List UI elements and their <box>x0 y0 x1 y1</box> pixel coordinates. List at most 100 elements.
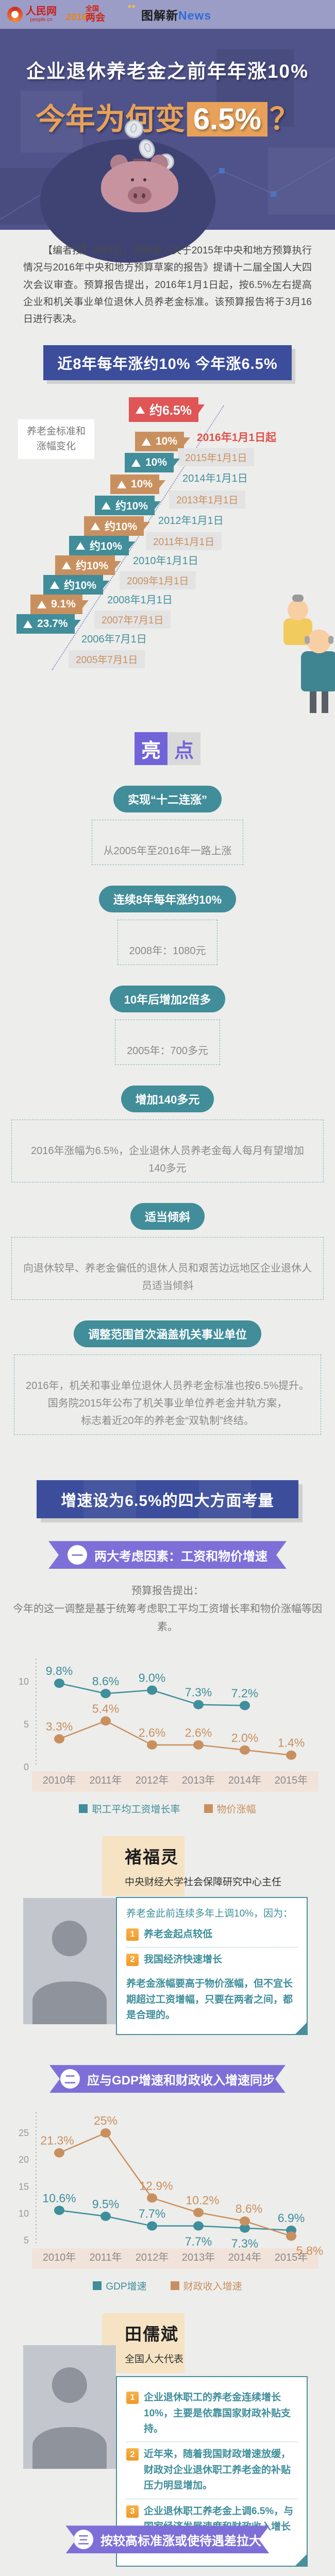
effective-date-label: 2012年1月1日 <box>158 515 224 527</box>
up-triangle-icon <box>23 620 32 628</box>
increase-callout: 约6.5% <box>129 397 205 422</box>
highlight-description: 2005年：700多元2015年：2200多元 <box>115 1020 220 1065</box>
point-text: 近年来，随着我国财政增速放缓，财政对企业退休职工养老金的补贴压力明显增加。 <box>144 2449 291 2492</box>
legend-label: 物价涨幅 <box>216 1804 256 1816</box>
point-number-badge: 3 <box>126 2505 139 2518</box>
up-triangle-icon <box>37 600 46 608</box>
increase-value: 9.1% <box>51 598 76 611</box>
stairs-row: 1080元 约10% 2008年1月1日 <box>0 575 335 606</box>
legend-swatch <box>170 2281 179 2291</box>
stairs-row: 1531元 约10% 2011年1月1日 <box>0 516 335 551</box>
chart2-legend: GDP增速 财政收入增速 <box>0 2279 335 2293</box>
point-text: 养老金起点较低 <box>144 1928 213 1940</box>
svg-text:2014年: 2014年 <box>228 1774 262 1786</box>
svg-text:5.4%: 5.4% <box>92 1702 119 1716</box>
quote-points: 1 企业退休职工的养老金连续增长10%，主要是依靠国家财政补贴支持。 2 近年来… <box>126 2385 297 2555</box>
ribbon-title: 应与GDP增速和财政收入增速同步 <box>87 2073 275 2088</box>
rate-badge: 6.5% <box>187 102 268 137</box>
svg-text:5: 5 <box>24 1719 29 1730</box>
increase-value: 约10% <box>76 560 109 572</box>
stars-icon: ★★ <box>127 4 136 10</box>
up-triangle-icon <box>131 459 141 467</box>
expert-card-chu-fuling: 褚福灵 中央财经大学社会保障研究中心主任 养老金此前连续多年上调10%，因为： … <box>0 1836 335 2042</box>
increase-callout: 约10% <box>84 516 150 536</box>
expert-title: 全国人大代表 <box>125 2354 184 2365</box>
increase-value: 10% <box>131 478 153 490</box>
svg-text:2013年: 2013年 <box>182 1774 215 1786</box>
up-triangle-icon <box>117 480 126 488</box>
highlight-item: 10年后增加2倍多 2005年：700多元2015年：2200多元 <box>0 986 335 1065</box>
quote-point: 1 企业退休职工的养老金连续增长10%，主要是依靠国家财政补贴支持。 <box>126 2385 297 2442</box>
coin-slot <box>133 159 146 161</box>
increase-value: 10% <box>156 435 178 448</box>
expert-info: 田儒斌 全国人大代表 <box>125 2320 315 2365</box>
stairs-row: 约10% 2009年1月1日 <box>0 555 335 590</box>
svg-text:8.6%: 8.6% <box>92 1674 119 1688</box>
page-title-line2-prefix: 今年为何变 <box>35 103 185 136</box>
editor-note: 【编者按】3月5日，财政部《关于2015年中央和地方预算执行情况与2016年中央… <box>23 245 312 325</box>
effective-date-label: 2016年1月1日起 <box>197 432 277 444</box>
legend-swatch <box>204 1804 213 1814</box>
effective-date-label: 2009年1月1日 <box>120 571 196 590</box>
increase-callout: 9.1% <box>30 595 89 615</box>
ribbon-number: 三 <box>74 2530 93 2549</box>
svg-text:2010年: 2010年 <box>43 2251 76 2263</box>
increase-callout: 10% <box>135 432 191 452</box>
increase-callout: 23.7% <box>16 614 81 634</box>
note-line1: 预算报告提出： <box>131 1585 204 1597</box>
svg-text:9.5%: 9.5% <box>92 2197 119 2211</box>
effective-date-label: 2015年1月1日 <box>178 448 255 467</box>
hero-section: 企业退休养老金之前年年涨10% 今年为何变 6.5%？ <box>0 29 335 263</box>
legend-item: GDP增速 <box>93 2279 147 2293</box>
svg-text:20: 20 <box>19 2155 29 2165</box>
increase-value: 23.7% <box>37 618 68 630</box>
expert-card-zhu-junsheng: 朱俊生 首都经贸大学劳动与社会保障系主任 1 目前已经完成制度上的并轨，但机关事… <box>0 2574 335 2576</box>
svg-text:7.7%: 7.7% <box>139 2207 165 2221</box>
svg-text:7.2%: 7.2% <box>231 1687 258 1700</box>
svg-text:25%: 25% <box>94 2114 118 2127</box>
highlight-item: 增加140多元 2016年涨幅为6.5%，企业退休人员养老金每人每月有望增加14… <box>0 1086 335 1183</box>
increase-callout: 约10% <box>95 496 161 516</box>
stairs-row: 1893元 10% 2013年1月1日 <box>0 474 335 509</box>
piggy-bank-illustration <box>101 151 178 213</box>
pension-stairs-chart: 养老金标准和涨幅变化 约6.5% 2016年1月1日起 2200多元 10% 2… <box>0 395 335 714</box>
pig-eye <box>143 178 146 181</box>
budget-report-note: 预算报告提出： 今年的这一调整是基于统筹考虑职工平均工资增长率和物价涨幅等因素。 <box>10 1582 325 1636</box>
effective-date-label: 2010年1月1日 <box>133 555 198 567</box>
up-triangle-icon <box>76 541 85 550</box>
legend-item: 财政收入增速 <box>170 2279 242 2293</box>
point-number-badge: 1 <box>126 1928 139 1941</box>
people-cn-logo-text: 人民网 <box>26 6 57 17</box>
point-number-badge: 2 <box>126 2448 139 2461</box>
expert-photo <box>23 1898 116 2025</box>
svg-text:5.8%: 5.8% <box>296 2244 323 2258</box>
quote-point: 2 近年来，随着我国财政增速放缓，财政对企业退休职工养老金的补贴压力明显增加。 <box>126 2442 297 2498</box>
decor-tile <box>21 91 82 152</box>
svg-text:2015年: 2015年 <box>275 1774 308 1786</box>
effective-date-label: 2013年1月1日 <box>169 490 246 509</box>
expert-photo <box>23 2345 116 2469</box>
expert-name-box <box>102 1836 185 1896</box>
effective-date-label: 2014年1月1日 <box>182 473 248 485</box>
stairs-axis-label: 养老金标准和涨幅变化 <box>18 419 94 460</box>
increase-callout: 约10% <box>55 555 122 575</box>
highlight-description: 2016年，机关和事业单位退休人员养老金标准也按6.5%提升。 国务院2015年… <box>13 1354 322 1435</box>
decor-tile <box>268 147 335 214</box>
svg-text:2015年: 2015年 <box>275 2251 308 2263</box>
highlight-desc-left: 2005年：700多元 <box>127 1045 208 1057</box>
people-cn-logo: 人民网 people.cn <box>7 6 57 23</box>
highlight-pill: 实现“十二连涨” <box>113 786 222 813</box>
highlights-badge-left: 亮 <box>135 732 167 766</box>
highlight-item: 调整范围首次涵盖机关事业单位 2016年，机关和事业单位退休人员养老金标准也按6… <box>0 1320 335 1435</box>
hair-bun <box>292 595 304 602</box>
highlight-description: 2008年：1080元2015年：2200多元 <box>117 920 218 965</box>
header-bar: 人民网 people.cn 2016 ★★ 全国 两会 图解新News <box>0 0 335 29</box>
point-number-badge: 1 <box>126 2392 139 2404</box>
page-title-line2: 今年为何变 6.5%？ <box>0 95 335 138</box>
legend-swatch <box>93 2281 102 2291</box>
svg-text:15: 15 <box>19 2182 29 2192</box>
stairs-row: 约10% 2010年1月1日 <box>0 536 335 567</box>
svg-text:0: 0 <box>24 1762 29 1772</box>
gray-hair <box>305 636 310 645</box>
ribbon-title: 两大考虑因素：工资和物价增速 <box>94 1549 267 1564</box>
